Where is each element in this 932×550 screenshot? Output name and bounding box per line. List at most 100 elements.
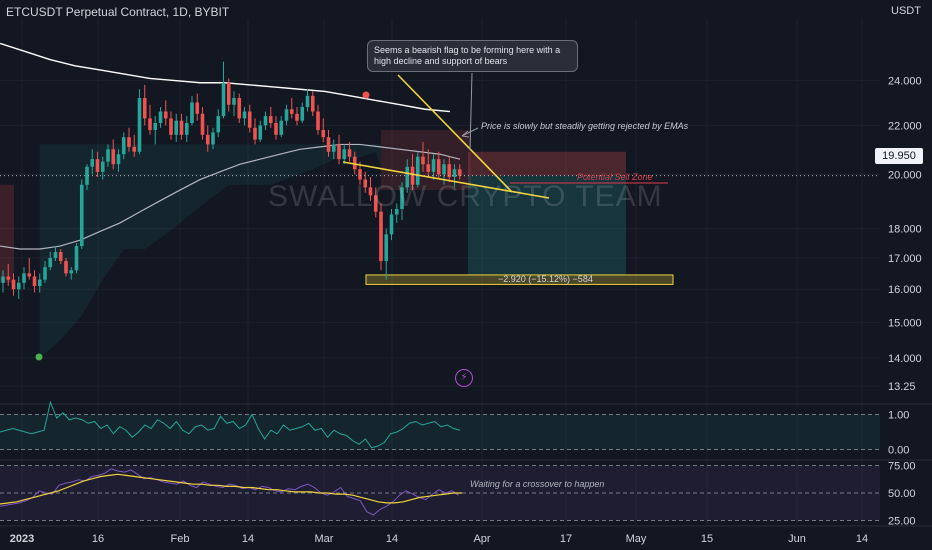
price-tick-label: 18.000 [888,224,922,236]
candle-body [27,273,31,276]
candle-body [453,169,457,177]
candle-body [379,212,383,261]
candle-body [153,123,157,130]
candle-body [248,112,252,128]
candle-body [111,149,115,164]
candle-body [43,267,47,279]
candle-body [211,132,215,144]
measure-label: −2.920 (−15.12%) −584 [498,274,593,284]
candle-body [390,215,394,235]
candle-body [180,121,184,135]
candle-body [96,159,100,172]
candle-body [69,270,73,273]
candle-body [279,121,283,135]
candle-body [237,98,241,118]
time-tick-label: Jun [788,533,806,545]
time-tick-label: 17 [560,533,572,545]
price-tick-label: 13.25 [888,381,916,393]
stoch-tick-label: 1.00 [888,410,909,422]
candle-body [101,162,105,172]
candle-body [432,159,436,172]
candle-body [437,159,441,174]
candle-body [48,258,52,267]
candle-body [190,102,194,123]
candle-body [216,116,220,132]
price-tick-label: 16.000 [888,284,922,296]
crossover-callout: Waiting for a crossover to happen [470,479,604,489]
candle-body [269,116,273,123]
candle-body [122,137,126,154]
time-tick-label: Apr [473,533,490,545]
candle-body [337,144,341,159]
candle-body [458,169,462,175]
candle-body [185,123,189,135]
candle-body [54,252,58,258]
candle-body [353,157,357,170]
red-shade [0,185,14,283]
ema-rejection-callout: Price is slowly but steadily getting rej… [481,121,688,131]
candle-body [169,118,173,134]
candle-body [258,125,262,139]
note-box[interactable]: Seems a bearish flag to be forming here … [367,40,578,72]
candle-body [80,185,84,246]
time-tick-label: Feb [171,533,190,545]
candle-body [227,83,231,105]
price-tick-label: 15.000 [888,317,922,329]
candle-body [243,112,247,119]
price-tick-label: 14.000 [888,353,922,365]
candle-body [106,149,110,161]
high-marker [363,92,370,99]
candle-body [195,102,199,113]
candle-body [316,112,320,131]
low-marker [36,354,43,361]
candle-body [127,137,131,147]
candle-body [64,261,68,273]
lightning-icon[interactable]: ⚡ [455,369,473,387]
candle-body [138,98,142,152]
time-tick-label: 15 [701,533,713,545]
candle-body [117,154,121,164]
candle-body [6,276,10,279]
time-tick-label: 16 [92,533,104,545]
candle-body [285,109,289,120]
currency-label: USDT [891,5,921,17]
candle-body [295,114,299,121]
candle-body [426,164,430,172]
candle-body [148,118,152,130]
candle-body [164,112,168,119]
candle-body [206,135,210,145]
candle-body [321,130,325,137]
candle-body [327,137,331,152]
rsi-pane[interactable] [0,466,880,521]
candle-body [17,283,21,289]
time-tick-label: May [626,533,647,545]
time-tick-label: 14 [242,533,254,545]
candle-body [232,98,236,105]
candle-body [143,98,147,118]
candle-body [290,109,294,114]
candle-body [1,276,5,282]
candle-body [348,149,352,156]
candle-body [264,116,268,125]
candle-body [12,280,16,290]
price-tick-label: 22.000 [888,120,922,132]
price-tick-label: 20.000 [888,169,922,181]
watermark: SWALLOW CRYPTO TEAM [268,180,663,214]
candle-body [38,280,42,286]
stoch-band [0,415,880,450]
time-tick-label: 14 [386,533,398,545]
rsi-tick-label: 75.00 [888,461,916,473]
last-price-tag: 19.950 [875,148,923,164]
time-tick-label: Mar [315,533,334,545]
rsi-tick-label: 25.00 [888,516,916,528]
candle-body [201,114,205,135]
candle-body [384,234,388,261]
candle-body [300,107,304,121]
sell-zone-label: Potential Sell Zone [577,172,653,182]
candle-body [253,128,257,140]
candle-body [59,252,63,261]
candle-body [311,96,315,112]
time-tick-label: 2023 [10,533,34,545]
candle-body [447,164,451,177]
